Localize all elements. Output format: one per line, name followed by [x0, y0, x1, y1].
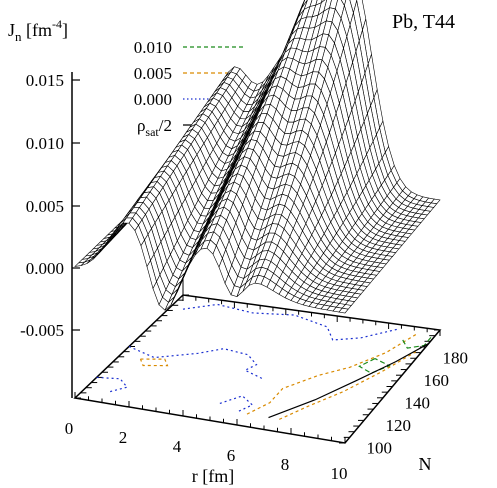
contour-line — [96, 376, 129, 393]
x-ticks: 0 2 4 6 8 10 — [65, 419, 348, 483]
x-tick-label: 10 — [331, 464, 348, 483]
y-tick-label: 180 — [443, 348, 469, 367]
contour-floor — [73, 165, 442, 444]
z-tick-label: 0.010 — [26, 134, 64, 153]
y-ticks: 100 120 140 160 180 — [367, 348, 469, 457]
y-tick-label: 120 — [386, 416, 412, 435]
x-tick-label: 4 — [173, 437, 182, 456]
z-tick-label: -0.005 — [20, 321, 64, 340]
x-tick-label: 8 — [281, 455, 290, 474]
legend-entry-label: 0.000 — [134, 90, 172, 109]
legend-entry-label: 0.010 — [134, 38, 172, 57]
y-tick-label: 160 — [424, 371, 450, 390]
x-axis-label: r [fm] — [192, 466, 234, 486]
contour-line — [182, 303, 398, 341]
surface-cell — [338, 307, 349, 314]
y-tick-label: 140 — [405, 394, 431, 413]
x-tick-label: 0 — [65, 419, 74, 438]
contour-line — [139, 358, 169, 367]
x-tick-label: 2 — [119, 428, 128, 447]
contour-line — [246, 333, 417, 415]
z-axis-label-unit-sup: -4 — [52, 17, 62, 31]
chart-title: Pb, T44 — [392, 11, 455, 33]
x-tick-label: 6 — [227, 446, 236, 465]
z-axis-label-sub: n — [15, 29, 22, 44]
z-axis-label-main: J — [8, 20, 15, 40]
contour-line — [128, 345, 265, 380]
z-axis-label: Jn [fm-4] — [8, 17, 68, 44]
y-axis-label: N — [419, 454, 432, 474]
contour-line — [402, 336, 433, 349]
y-tick-label: 100 — [367, 439, 393, 458]
z-tick-label: 0.000 — [26, 259, 64, 278]
contour-line — [219, 395, 254, 413]
legend-entry-label: ρsat/2 — [137, 116, 172, 139]
z-tick-label: 0.005 — [26, 197, 64, 216]
surface-mesh — [74, 0, 441, 314]
z-ticks: 0.015 0.010 0.005 0.000 -0.005 — [20, 71, 80, 340]
z-axis-label-unit-post: ] — [62, 20, 68, 40]
z-tick-label: 0.015 — [26, 71, 64, 90]
z-axis-label-unit-pre: [fm — [26, 20, 52, 40]
contour-line — [358, 358, 391, 374]
contour-line — [268, 343, 429, 419]
legend-entry-label: 0.005 — [134, 64, 172, 83]
